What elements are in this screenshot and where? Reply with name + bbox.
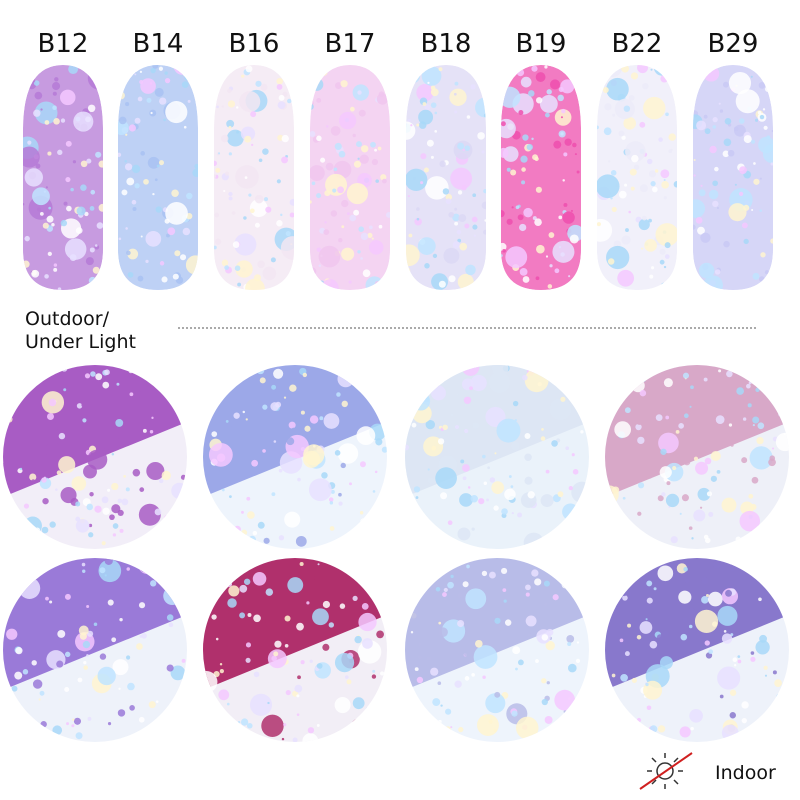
nail <box>214 65 294 290</box>
nail-label: B17 <box>325 29 376 59</box>
nail <box>597 65 677 290</box>
sun-crossed-icon <box>639 752 693 790</box>
nail <box>501 65 581 290</box>
glitter-swatch <box>605 365 789 549</box>
nail-label: B19 <box>516 29 567 59</box>
glitter-swatch <box>605 558 789 742</box>
nail <box>23 65 103 290</box>
nail-label: B22 <box>612 29 663 59</box>
nail <box>693 65 773 290</box>
nail-label: B16 <box>229 29 280 59</box>
glitter-swatch <box>405 558 589 742</box>
outdoor-label: Outdoor/ <box>25 308 110 330</box>
glitter-swatch <box>203 558 387 742</box>
nail <box>118 65 198 290</box>
nail <box>310 65 390 290</box>
nail <box>406 65 486 290</box>
indoor-label: Indoor <box>715 762 776 784</box>
nail-label: B29 <box>708 29 759 59</box>
glitter-swatch <box>405 365 589 549</box>
glitter-swatch <box>203 365 387 549</box>
glitter-swatch <box>3 558 187 742</box>
nail-label: B18 <box>421 29 472 59</box>
under-light-label: Under Light <box>25 331 136 353</box>
glitter-swatch <box>3 365 187 549</box>
nail-label: B14 <box>133 29 184 59</box>
nail-label: B12 <box>38 29 89 59</box>
